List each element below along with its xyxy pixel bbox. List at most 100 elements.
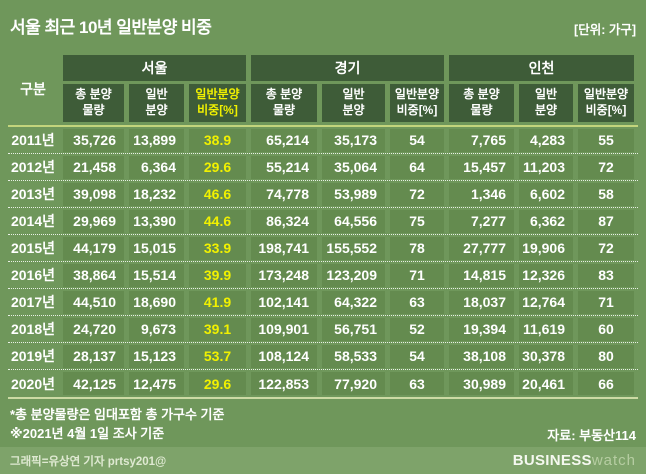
col-header-gyeonggi-ratio: 일반분양 비중[%] bbox=[390, 84, 444, 122]
incheon-total-cell: 27,777 bbox=[449, 236, 514, 260]
incheon-general-cell: 19,906 bbox=[519, 236, 573, 260]
col-header-incheon-ratio: 일반분양 비중[%] bbox=[578, 84, 634, 122]
seoul-total-cell: 44,510 bbox=[63, 290, 124, 314]
businesswatch-logo: BUSINESS watch bbox=[513, 452, 636, 469]
year-cell: 2016년 bbox=[10, 267, 56, 283]
incheon-ratio-cell: 60 bbox=[578, 317, 634, 341]
seoul-general-cell: 18,690 bbox=[129, 290, 184, 314]
gyeonggi-general-cell: 123,209 bbox=[322, 263, 385, 287]
gyeonggi-ratio-cell: 54 bbox=[390, 344, 444, 368]
seoul-general-cell: 13,899 bbox=[129, 128, 184, 152]
note-2: ※2021년 4월 1일 조사 기준 bbox=[10, 425, 165, 441]
gyeonggi-general-cell: 64,556 bbox=[322, 209, 385, 233]
brand-secondary-text: watch bbox=[591, 452, 636, 469]
incheon-general-cell: 6,602 bbox=[519, 182, 573, 206]
table-row: 2012년 21,458 6,364 29.6 55,214 35,064 64… bbox=[8, 154, 638, 181]
footer-bar: 그래픽=유상연 기자 prtsy201@ BUSINESS watch bbox=[0, 447, 646, 474]
group-header-incheon: 인천 bbox=[449, 55, 634, 81]
gyeonggi-general-cell: 35,173 bbox=[322, 128, 385, 152]
seoul-ratio-cell: 39.9 bbox=[189, 263, 246, 287]
incheon-total-cell: 18,037 bbox=[449, 290, 514, 314]
seoul-total-cell: 44,179 bbox=[63, 236, 124, 260]
table-row: 2015년 44,179 15,015 33.9 198,741 155,552… bbox=[8, 235, 638, 262]
gyeonggi-general-cell: 58,533 bbox=[322, 344, 385, 368]
seoul-total-cell: 28,137 bbox=[63, 344, 124, 368]
brand-primary-text: BUSINESS bbox=[512, 452, 592, 469]
gyeonggi-ratio-cell: 63 bbox=[390, 290, 444, 314]
col-header-gyeonggi-total: 총 분양 물량 bbox=[251, 84, 317, 122]
gyeonggi-total-cell: 65,214 bbox=[251, 128, 317, 152]
incheon-general-cell: 12,326 bbox=[519, 263, 573, 287]
incheon-total-cell: 30,989 bbox=[449, 372, 514, 395]
gyeonggi-total-cell: 108,124 bbox=[251, 344, 317, 368]
col-header-incheon-general: 일반 분양 bbox=[519, 84, 573, 122]
unit-label: [단위: 가구] bbox=[574, 23, 636, 37]
seoul-general-cell: 15,514 bbox=[129, 263, 184, 287]
incheon-ratio-cell: 87 bbox=[578, 209, 634, 233]
title-bar: 서울 최근 10년 일반분양 비중 [단위: 가구] bbox=[0, 0, 646, 38]
seoul-total-cell: 24,720 bbox=[63, 317, 124, 341]
gyeonggi-ratio-cell: 72 bbox=[390, 182, 444, 206]
seoul-general-cell: 9,673 bbox=[129, 317, 184, 341]
gyeonggi-ratio-cell: 78 bbox=[390, 236, 444, 260]
incheon-general-cell: 12,764 bbox=[519, 290, 573, 314]
seoul-total-cell: 39,098 bbox=[63, 182, 124, 206]
year-cell: 2017년 bbox=[10, 294, 56, 310]
seoul-total-cell: 21,458 bbox=[63, 155, 124, 179]
incheon-ratio-cell: 71 bbox=[578, 290, 634, 314]
table-row: 2014년 29,969 13,390 44.6 86,324 64,556 7… bbox=[8, 208, 638, 235]
incheon-general-cell: 11,619 bbox=[519, 317, 573, 341]
incheon-ratio-cell: 72 bbox=[578, 236, 634, 260]
gyeonggi-ratio-cell: 63 bbox=[390, 372, 444, 395]
seoul-ratio-cell: 44.6 bbox=[189, 209, 246, 233]
year-cell: 2013년 bbox=[10, 186, 56, 202]
table-row: 2016년 38,864 15,514 39.9 173,248 123,209… bbox=[8, 262, 638, 289]
incheon-general-cell: 20,461 bbox=[519, 372, 573, 395]
seoul-general-cell: 15,123 bbox=[129, 344, 184, 368]
source-label: 자료: 부동산114 bbox=[547, 427, 636, 443]
col-header-incheon-total: 총 분양 물량 bbox=[449, 84, 514, 122]
table-header: 구분 서울 경기 인천 총 분양 물량 일반 분양 일반분양 비중[%] 총 분… bbox=[8, 55, 638, 122]
incheon-total-cell: 15,457 bbox=[449, 155, 514, 179]
gyeonggi-total-cell: 74,778 bbox=[251, 182, 317, 206]
seoul-total-cell: 42,125 bbox=[63, 372, 124, 395]
gyeonggi-total-cell: 173,248 bbox=[251, 263, 317, 287]
group-header-gyeonggi: 경기 bbox=[251, 55, 444, 81]
credit-label: 그래픽=유상연 기자 prtsy201@ bbox=[10, 455, 167, 468]
gyeonggi-ratio-cell: 75 bbox=[390, 209, 444, 233]
table-row: 2019년 28,137 15,123 53.7 108,124 58,533 … bbox=[8, 343, 638, 370]
gyeonggi-general-cell: 64,322 bbox=[322, 290, 385, 314]
seoul-general-cell: 15,015 bbox=[129, 236, 184, 260]
gyeonggi-general-cell: 53,989 bbox=[322, 182, 385, 206]
seoul-general-cell: 12,475 bbox=[129, 372, 184, 395]
data-table: 구분 서울 경기 인천 총 분양 물량 일반 분양 일반분양 비중[%] 총 분… bbox=[8, 55, 638, 399]
year-cell: 2018년 bbox=[10, 321, 56, 337]
incheon-ratio-cell: 55 bbox=[578, 128, 634, 152]
incheon-ratio-cell: 80 bbox=[578, 344, 634, 368]
incheon-total-cell: 1,346 bbox=[449, 182, 514, 206]
gyeonggi-total-cell: 109,901 bbox=[251, 317, 317, 341]
group-header-seoul: 서울 bbox=[63, 55, 246, 81]
incheon-general-cell: 4,283 bbox=[519, 128, 573, 152]
table-row: 2011년 35,726 13,899 38.9 65,214 35,173 5… bbox=[8, 127, 638, 154]
gyeonggi-ratio-cell: 71 bbox=[390, 263, 444, 287]
gyeonggi-general-cell: 56,751 bbox=[322, 317, 385, 341]
year-cell: 2015년 bbox=[10, 240, 56, 256]
incheon-ratio-cell: 83 bbox=[578, 263, 634, 287]
col-header-seoul-general: 일반 분양 bbox=[129, 84, 184, 122]
seoul-ratio-cell: 29.6 bbox=[189, 372, 246, 395]
gyeonggi-general-cell: 155,552 bbox=[322, 236, 385, 260]
seoul-ratio-cell: 53.7 bbox=[189, 344, 246, 368]
incheon-total-cell: 7,277 bbox=[449, 209, 514, 233]
table-row: 2017년 44,510 18,690 41.9 102,141 64,322 … bbox=[8, 289, 638, 316]
seoul-total-cell: 38,864 bbox=[63, 263, 124, 287]
col-header-seoul-ratio: 일반분양 비중[%] bbox=[189, 84, 246, 122]
table-row: 2013년 39,098 18,232 46.6 74,778 53,989 7… bbox=[8, 181, 638, 208]
header-divider bbox=[8, 125, 638, 127]
year-cell: 2020년 bbox=[10, 375, 56, 392]
gyeonggi-ratio-cell: 54 bbox=[390, 128, 444, 152]
table-bottom-divider bbox=[8, 397, 638, 399]
table-row: 2018년 24,720 9,673 39.1 109,901 56,751 5… bbox=[8, 316, 638, 343]
seoul-ratio-cell: 33.9 bbox=[189, 236, 246, 260]
incheon-total-cell: 7,765 bbox=[449, 128, 514, 152]
